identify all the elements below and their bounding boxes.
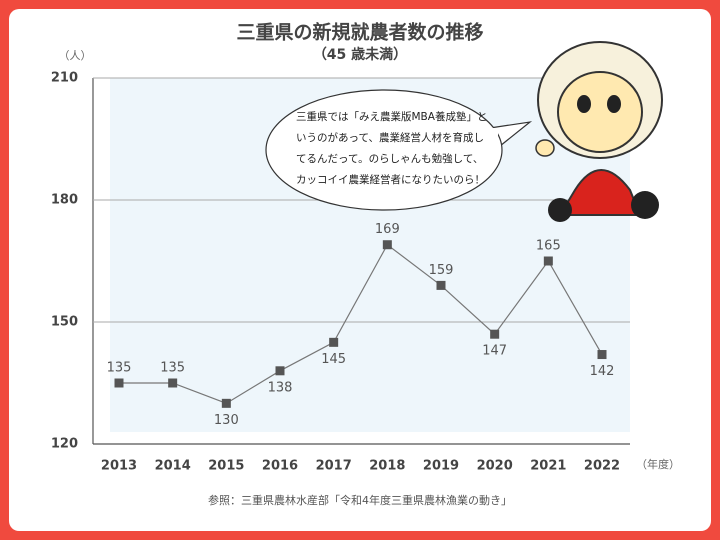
- mascot-hand: [535, 139, 555, 157]
- y-tick-label: 120: [51, 437, 78, 452]
- marker: [114, 378, 124, 388]
- mascot-eye: [607, 95, 621, 113]
- wheel: [631, 191, 659, 219]
- y-tick-label: 150: [51, 315, 78, 330]
- x-tick-label: 2020: [477, 459, 513, 474]
- value-label: 159: [429, 263, 454, 278]
- marker: [597, 350, 607, 360]
- value-label: 138: [268, 380, 293, 395]
- line: [119, 243, 603, 404]
- x-tick-label: 2015: [208, 459, 244, 474]
- marker: [436, 280, 446, 290]
- bubble: [265, 89, 503, 211]
- value-label: 147: [482, 344, 507, 359]
- marker: [329, 337, 339, 347]
- x-tick-label: 2019: [423, 459, 459, 474]
- value-label: 130: [214, 413, 239, 428]
- source-note: 参照：三重県農林水産部「令和4年度三重県農林漁業の動き」: [208, 493, 512, 507]
- y-tick-label: 210: [51, 71, 78, 86]
- x-tick-label: 2014: [155, 459, 191, 474]
- mascot-eye: [577, 95, 591, 113]
- bubble-join: [488, 128, 498, 148]
- annotation-line: いうのがあって、農業経営人材を育成し: [296, 131, 484, 144]
- value-label: 169: [375, 222, 400, 237]
- chart-subtitle: （45 歳未満）: [313, 46, 407, 63]
- annotation-line: カッコイイ農業経営者になりたいのら！: [296, 173, 485, 186]
- annotation-line: 三重県では「みえ農業版MBA養成塾」と: [296, 110, 487, 123]
- value-label: 165: [536, 239, 561, 254]
- annotation-line: てるんだって。のらしゃんも勉強して、: [296, 152, 483, 165]
- x-unit: （年度）: [636, 457, 680, 471]
- marker: [221, 398, 231, 408]
- speech-bubble: [265, 89, 533, 211]
- y-unit: （人）: [59, 49, 92, 62]
- x-tick-label: 2022: [584, 459, 620, 474]
- chart-title: 三重県の新規就農者数の推移: [236, 21, 483, 44]
- mascot: [535, 41, 663, 222]
- value-label: 142: [590, 364, 615, 379]
- x-tick-label: 2016: [262, 459, 298, 474]
- x-tick-label: 2017: [316, 459, 352, 474]
- marker: [543, 256, 553, 266]
- marker: [382, 240, 392, 250]
- marker: [275, 366, 285, 376]
- value-label: 135: [160, 361, 185, 376]
- y-tick-label: 180: [51, 193, 78, 208]
- x-tick-label: 2021: [530, 459, 566, 474]
- wheel: [548, 198, 572, 222]
- marker: [168, 378, 178, 388]
- marker: [490, 329, 500, 339]
- mascot-face: [557, 71, 643, 153]
- x-tick-label: 2013: [101, 459, 137, 474]
- value-label: 135: [107, 361, 132, 376]
- value-label: 145: [321, 352, 346, 367]
- x-tick-label: 2018: [369, 459, 405, 474]
